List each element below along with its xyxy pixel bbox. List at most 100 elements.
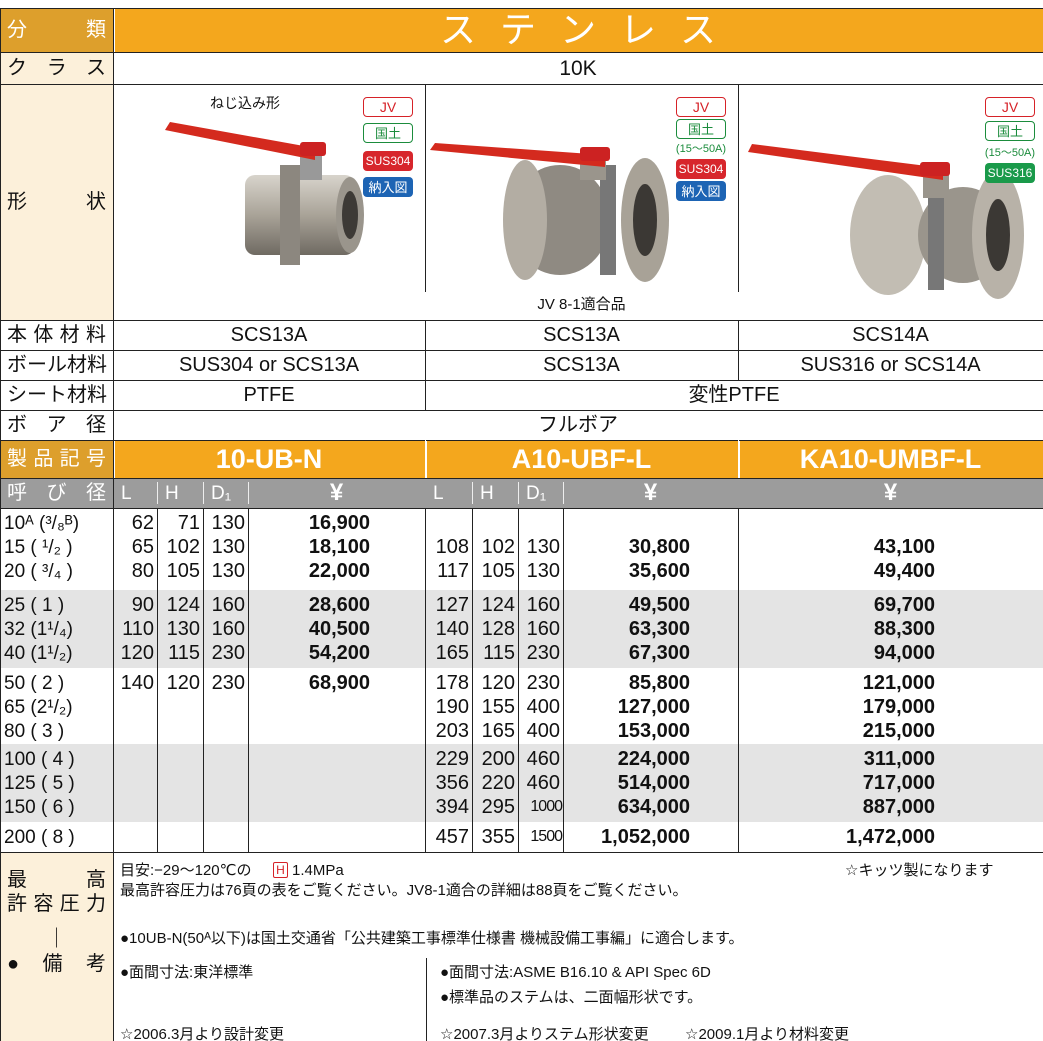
category-title: ステンレス [439,9,740,50]
rule-line [0,320,1043,321]
remark-text: ●面間寸法:ASME B16.10 & API Spec 6D [440,963,711,981]
remark-temp: 目安:−29〜120℃の [120,861,252,879]
shape-label: 形状 [7,191,106,213]
dimension: 108 [435,536,469,558]
badge: (15〜50A) [984,146,1036,159]
column-header: D₁ [211,482,232,504]
column-header: H [480,482,494,504]
remark-text: 最高許容圧力は76頁の表をご覧ください。JV8-1適合の詳細は88頁をご覧くださ… [120,881,688,899]
dimension: 155 [481,696,515,718]
rule-line [0,8,1043,9]
dimension: 110 [122,618,154,640]
spec-label: ボア径 [7,414,106,436]
rule-line [157,482,158,504]
size: 125 ( 5 ) [4,772,75,794]
column-header: ¥ [883,479,898,506]
dimension: 460 [526,772,560,794]
dimension: 71 [177,512,200,534]
size: 100 ( 4 ) [4,748,75,770]
rule-line [738,440,739,478]
dimension: 130 [526,560,560,582]
price: 179,000 [862,696,935,718]
dimension: 90 [131,594,154,616]
price: 224,000 [617,748,690,770]
dimension: 102 [166,536,200,558]
dimension: 105 [481,560,515,582]
dimension: 120 [166,672,200,694]
badge: JV [363,97,413,117]
badge: SUS316 [985,163,1035,183]
rule-line [518,482,519,504]
remarks-label: 許容圧力 [7,893,106,915]
bg [740,440,1043,478]
size: 80 ( 3 ) [4,720,65,742]
dimension: 117 [437,560,469,582]
price: 94,000 [873,642,935,664]
price: 127,000 [617,696,690,718]
dimension: 105 [166,560,200,582]
price: 28,600 [308,594,370,616]
price: 22,000 [308,560,370,582]
price: 717,000 [862,772,935,794]
dimension: 115 [168,642,200,664]
bg [0,8,113,52]
price: 887,000 [862,796,935,818]
product-name: A10-UBF-L [511,443,652,474]
spec-value: SUS304 or SCS13A [178,354,360,376]
price: 1,472,000 [846,826,935,848]
category-label: 分類 [7,19,106,41]
badge: (15〜50A) [675,142,727,155]
rule-line [426,958,427,1041]
remark-text: ●標準品のステムは、二面幅形状です。 [440,988,703,1006]
badge: JV [676,97,726,117]
size: 20 ( ³/₄ ) [4,560,73,582]
shape-note: ねじ込み形 [210,95,280,111]
dimension: 230 [526,672,560,694]
bg [115,8,1043,52]
column-header: D₁ [526,482,547,504]
column-header: ¥ [643,479,658,506]
rule-line [0,84,1043,85]
price: 43,100 [873,536,935,558]
dimension: 230 [211,642,245,664]
spec-value: SCS13A [230,324,308,346]
dimension: 400 [526,720,560,742]
spec-label: ボール材料 [7,354,107,376]
rule-line [425,440,426,478]
rule-line [563,482,564,504]
dimension: 130 [211,512,245,534]
size: 40 (1¹/₂) [4,642,73,664]
rule-line [203,482,204,504]
rule-line [157,508,158,852]
remark-text: ☆2007.3月よりステム形状変更 [440,1025,649,1041]
dimension: 220 [481,772,515,794]
dimension: 124 [481,594,515,616]
band-bg [0,744,1043,822]
column-header: L [433,482,444,504]
dimension: 160 [211,618,245,640]
dimension: 160 [526,618,560,640]
price: 54,200 [308,642,370,664]
size-label: 呼び径 [7,482,106,504]
dimension: 190 [435,696,469,718]
rule-line [738,508,739,852]
price: 215,000 [862,720,935,742]
size: 15 ( ¹/₂ ) [4,536,73,558]
dimension: 165 [435,642,469,664]
dimension: 140 [120,672,154,694]
rule-line [0,380,1043,381]
dimension: 130 [211,560,245,582]
price: 121,000 [862,672,935,694]
dimension: 200 [481,748,515,770]
dimension: 124 [166,594,200,616]
dimension: 160 [211,594,245,616]
dimension: 394 [435,796,469,818]
dimension: 115 [483,642,515,664]
rule-line [0,852,1043,853]
dimension: 127 [435,594,469,616]
rule-line [425,84,426,292]
remarks-label: ｜ [46,928,67,950]
product-name: 10-UB-N [215,443,323,474]
badge: 納入図 [363,177,413,197]
dimension: 229 [435,748,469,770]
